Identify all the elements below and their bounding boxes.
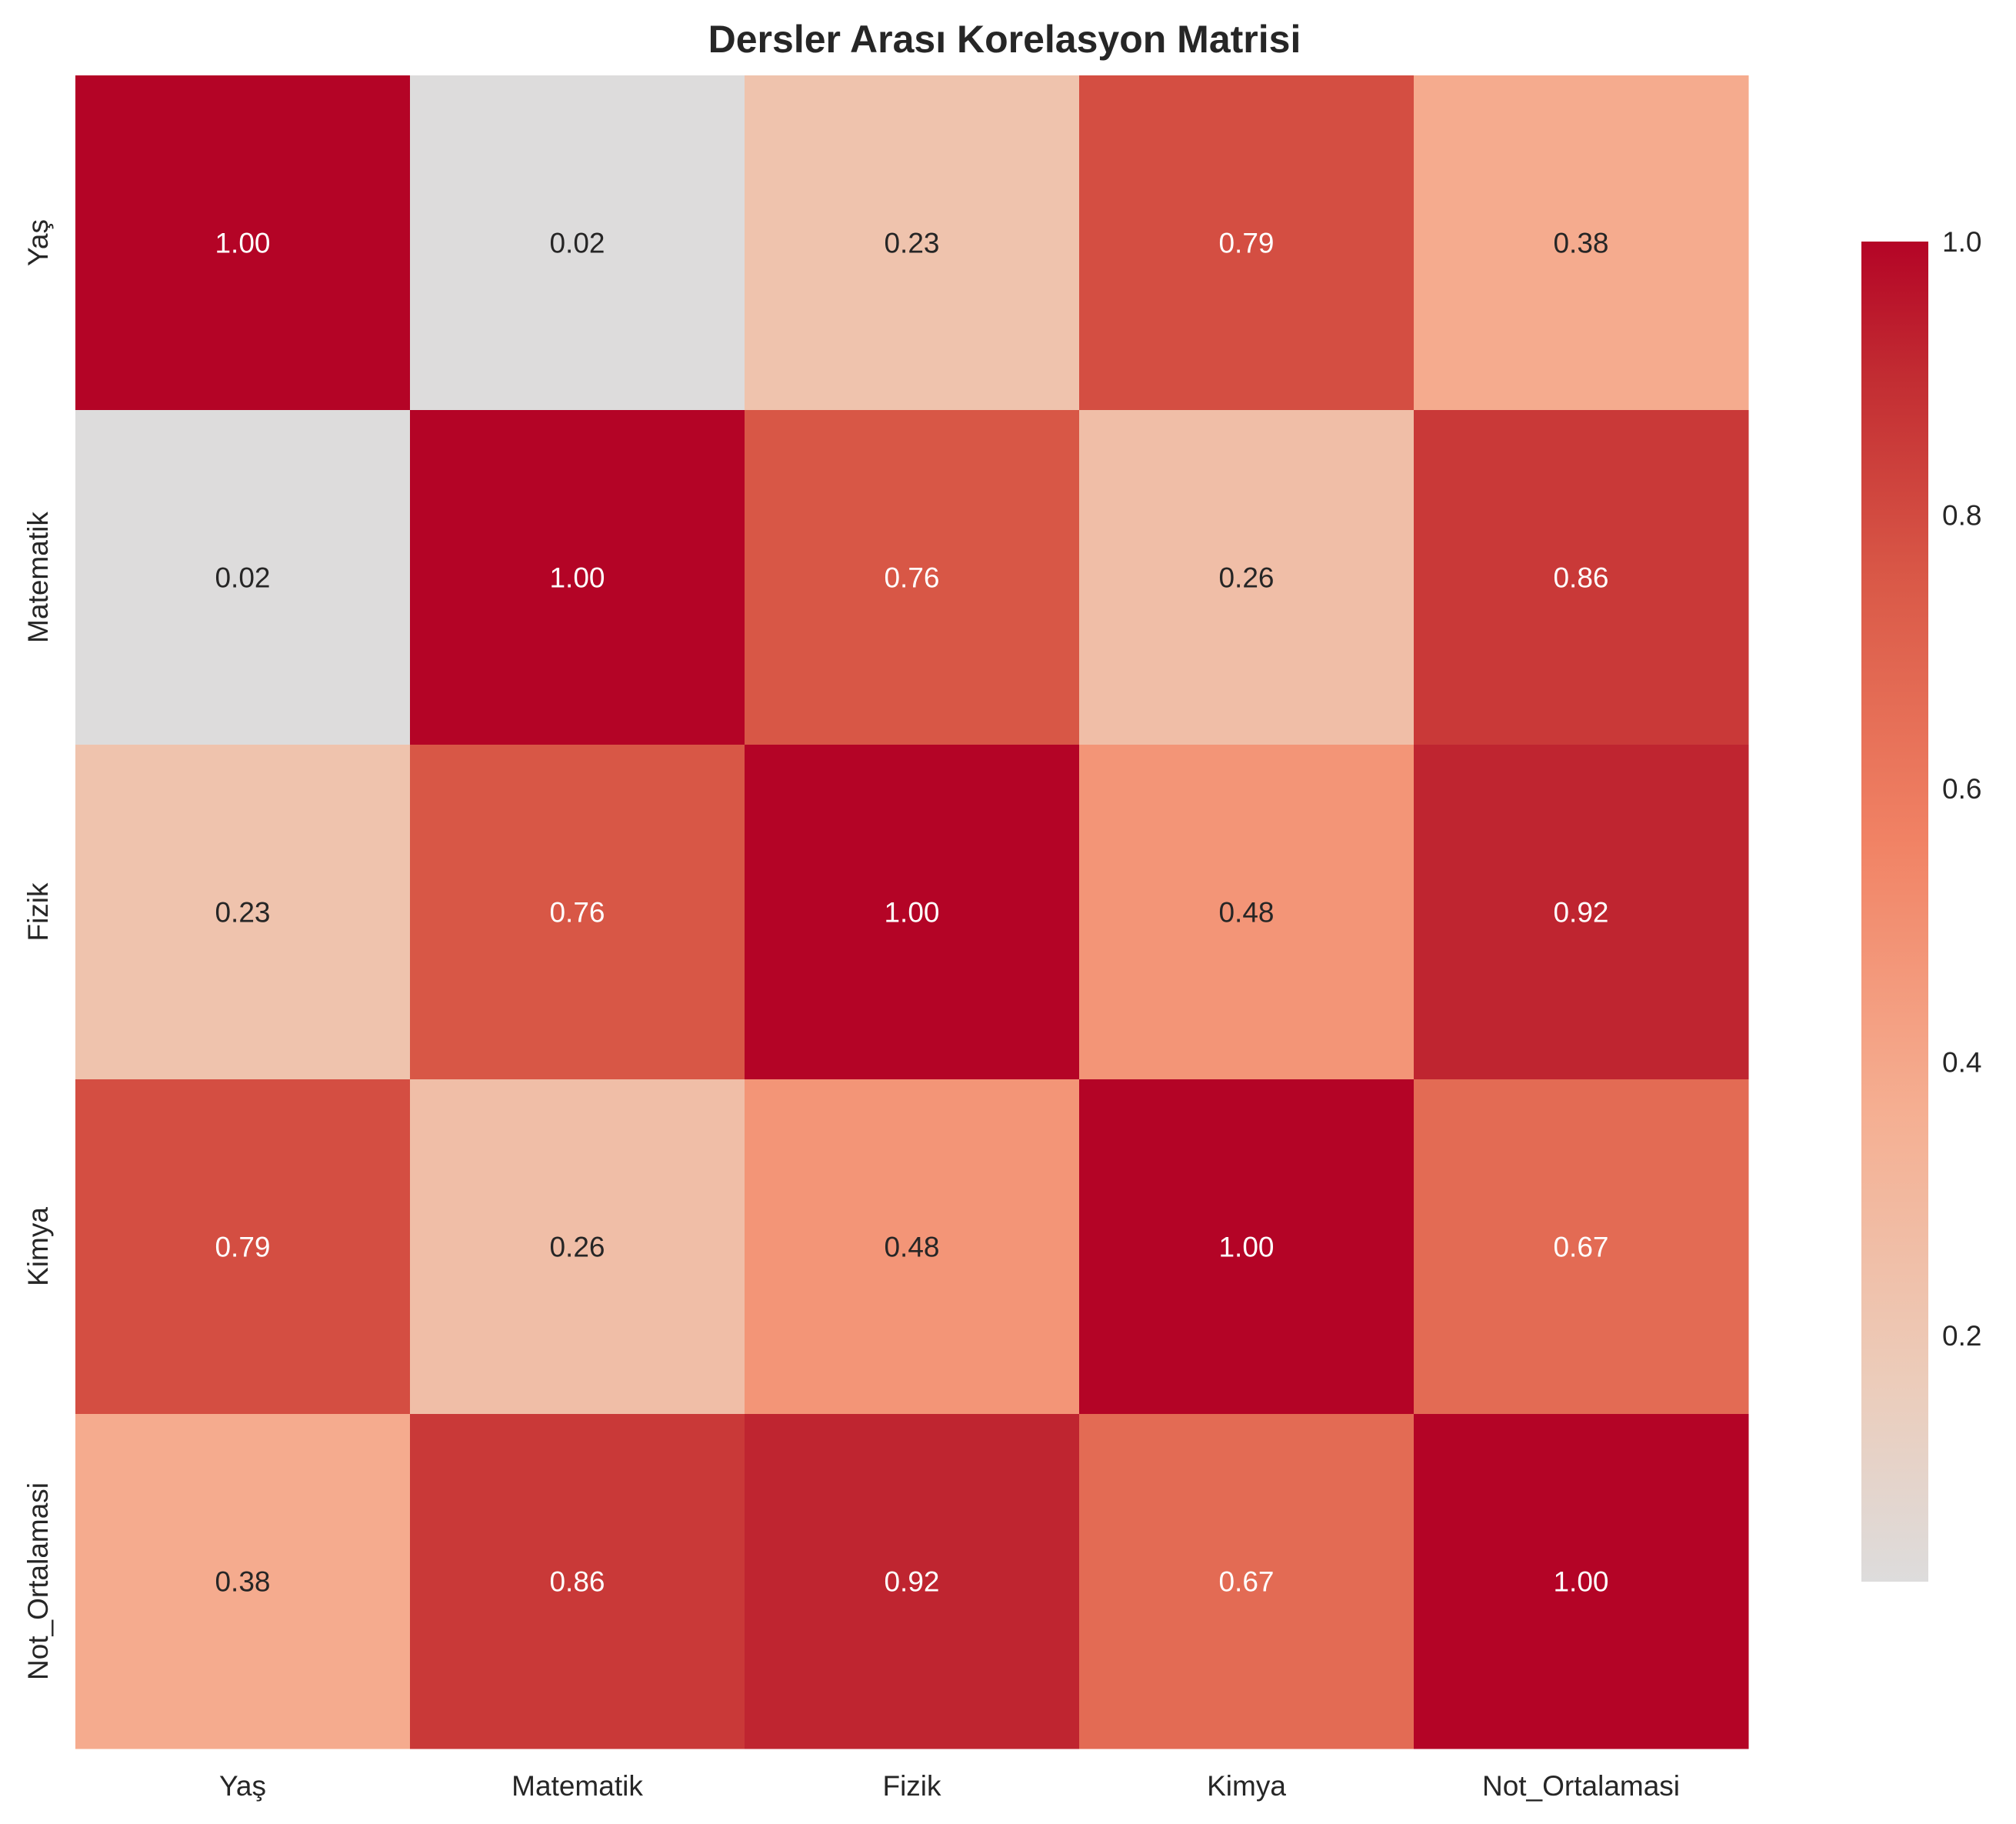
y-tick-label-ya-: Yaş	[22, 219, 54, 266]
cell-value-label: 0.92	[884, 1566, 939, 1598]
colorbar-tick-label: 0.6	[1942, 773, 1981, 805]
colorbar-tick-label: 0.2	[1942, 1320, 1981, 1352]
heatmap-cell	[745, 1079, 1080, 1415]
heatmap-cell	[1079, 410, 1415, 745]
colorbar-tick-label: 0.4	[1942, 1047, 1981, 1079]
heatmap-cell	[1079, 1414, 1415, 1749]
cell-value-label: 0.38	[1553, 228, 1608, 259]
cell-value-label: 0.26	[1218, 562, 1274, 594]
heatmap-cell	[1414, 745, 1749, 1080]
heatmap-cell	[410, 75, 745, 411]
cell-value-label: 0.76	[549, 897, 605, 929]
cell-value-label: 0.67	[1218, 1566, 1274, 1598]
heatmap-cell	[75, 745, 411, 1080]
cell-value-label: 1.00	[215, 228, 270, 259]
cell-value-label: 1.00	[1218, 1232, 1274, 1263]
cell-value-label: 0.92	[1553, 897, 1608, 929]
cell-value-label: 1.00	[1553, 1566, 1608, 1598]
heatmap-cell	[75, 1079, 411, 1415]
heatmap-cell	[410, 1079, 745, 1415]
heatmap-cell	[745, 745, 1080, 1080]
cell-value-label: 0.86	[549, 1566, 605, 1598]
cell-value-label: 1.00	[884, 897, 939, 929]
y-tick-label-not-ortalamasi: Not_Ortalamasi	[22, 1482, 54, 1680]
heatmap-cell	[410, 745, 745, 1080]
colorbar-tick-label: 1.0	[1942, 226, 1981, 258]
y-axis-tick-labels: Yaş Matematik Fizik Kimya Not_Ortalamasi	[22, 219, 54, 1680]
cell-value-label: 1.00	[549, 562, 605, 594]
x-tick-label-fizik: Fizik	[882, 1770, 941, 1802]
heatmap-cell	[410, 1414, 745, 1749]
heatmap-cell	[1414, 1079, 1749, 1415]
colorbar: 0.2 0.4 0.6 0.8 1.0	[1861, 226, 1981, 1582]
cell-value-label: 0.79	[1218, 228, 1274, 259]
heatmap-cell	[75, 1414, 411, 1749]
cell-value-label: 0.38	[215, 1566, 270, 1598]
colorbar-gradient	[1861, 242, 1928, 1582]
heatmap-cell	[75, 75, 411, 411]
cell-value-label: 0.26	[549, 1232, 605, 1263]
cell-value-label: 0.02	[215, 562, 270, 594]
cell-value-label: 0.23	[884, 228, 939, 259]
cell-value-label: 0.86	[1553, 562, 1608, 594]
chart-title: Dersler Arası Korelasyon Matrisi	[708, 18, 1301, 61]
y-tick-label-kimya: Kimya	[22, 1207, 54, 1286]
colorbar-tick-label: 0.8	[1942, 500, 1981, 532]
cell-value-label: 0.48	[1218, 897, 1274, 929]
heatmap-cell	[1414, 1414, 1749, 1749]
heatmap-cell	[745, 1414, 1080, 1749]
x-tick-label-kimya: Kimya	[1207, 1770, 1286, 1802]
heatmap-cell	[745, 75, 1080, 411]
x-axis-tick-labels: Yaş Matematik Fizik Kimya Not_Ortalamasi	[219, 1770, 1680, 1802]
cell-value-label: 0.79	[215, 1232, 270, 1263]
cell-value-label: 0.23	[215, 897, 270, 929]
heatmap-cell	[1079, 1079, 1415, 1415]
cell-value-label: 0.67	[1553, 1232, 1608, 1263]
heatmap-cell	[1414, 410, 1749, 745]
heatmap-cell	[745, 410, 1080, 745]
y-tick-label-matematik: Matematik	[22, 512, 54, 643]
x-tick-label-matematik: Matematik	[511, 1770, 643, 1802]
heatmap-cell	[1079, 75, 1415, 411]
heatmap-cell	[1079, 745, 1415, 1080]
x-tick-label-not-ortalamasi: Not_Ortalamasi	[1482, 1770, 1680, 1802]
heatmap-cell	[1414, 75, 1749, 411]
heatmap-cells: 1.00 0.02 0.23 0.79 0.38 0.02 1.00 0.76 0.26 0.86…	[75, 75, 1749, 1749]
heatmap-cell	[410, 410, 745, 745]
x-tick-label-ya-: Yaş	[219, 1770, 266, 1802]
cell-value-label: 0.48	[884, 1232, 939, 1263]
cell-value-label: 0.76	[884, 562, 939, 594]
heatmap-cell	[75, 410, 411, 745]
y-tick-label-fizik: Fizik	[22, 882, 54, 942]
cell-value-label: 0.02	[549, 228, 605, 259]
